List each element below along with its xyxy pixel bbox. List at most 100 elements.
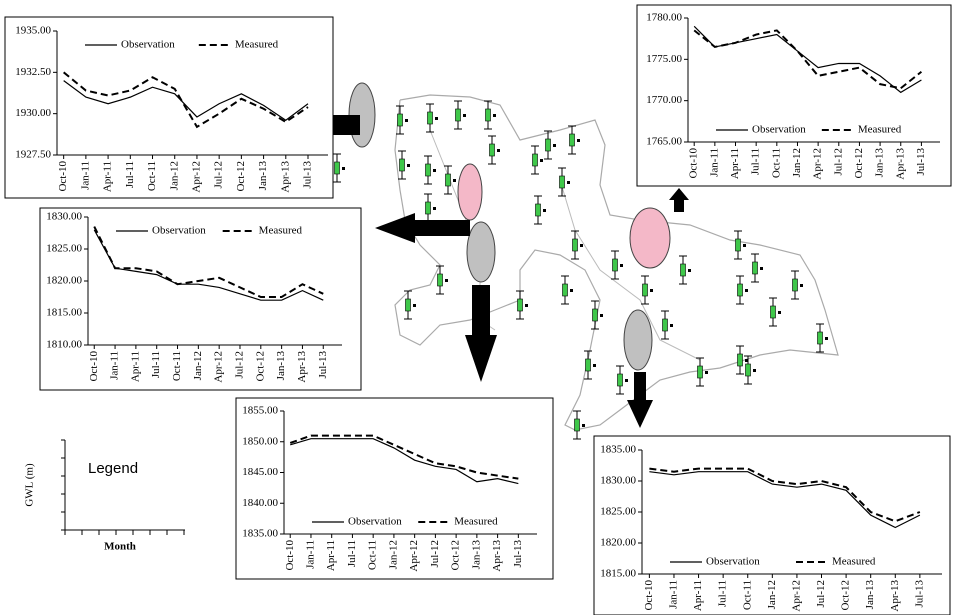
x-tick-label: Jul-12 [429,540,441,568]
obs-point [553,144,556,147]
x-tick-label: Oct-10 [57,161,69,192]
legend-label: Observation [752,124,806,136]
arrow [669,188,689,212]
x-tick-label: Apr-12 [190,161,202,193]
series-line [290,438,519,485]
series-line [649,471,921,529]
legend-label: Observation [348,516,402,528]
chart-frame [4,16,334,199]
obs-point [567,181,570,184]
sim-box [437,273,443,287]
x-tick-label: Jul-11 [150,351,162,378]
x-tick-label: Apr-11 [325,540,337,571]
sim-box [617,373,623,387]
y-tick-label: 1835.00 [600,444,636,456]
x-tick-label: Jan-11 [708,148,720,177]
x-tick-label: Jul-12 [815,580,827,608]
series-line [63,80,309,122]
x-tick-label: Jan-12 [791,148,803,177]
y-tick-label: 1775.00 [646,53,682,65]
sim-box [817,331,823,345]
obs-point [688,269,691,272]
map [298,82,839,440]
obs-point [778,311,781,314]
highlight [466,221,496,283]
y-tick-label: 1820.00 [600,537,636,549]
obs-point [435,117,438,120]
x-tick-label: Jan-13 [864,580,876,610]
legend-ylabel: GWL (m) [24,463,36,507]
y-tick-label: 1815.00 [46,307,82,319]
obs-point [800,284,803,287]
x-tick-label: Jul-12 [234,351,246,379]
sim-box [680,263,686,277]
sim-box [745,363,751,377]
series-line [649,467,921,523]
x-tick-label: Jan-13 [470,540,482,570]
x-tick-label: Oct-11 [367,540,379,570]
obs-point [577,139,580,142]
x-tick-label: Apr-11 [129,351,141,382]
sim-box [485,108,491,122]
obs-point [620,264,623,267]
obs-point [342,167,345,170]
sim-box [735,238,741,252]
x-tick-label: Apr-12 [812,148,824,180]
obs-point [407,164,410,167]
legend-label: Measured [259,225,303,237]
y-tick-label: 1927.50 [15,149,51,161]
x-tick-label: Jul-11 [717,580,729,607]
sim-box [455,108,461,122]
x-tick-label: Apr-11 [692,580,704,611]
arrow [375,213,470,243]
legend-title: Legend [88,460,138,477]
sim-box [559,175,565,189]
x-tick-label: Jul-13 [317,351,329,379]
x-tick-label: Apr-12 [408,540,420,572]
x-tick-label: Jan-13 [275,351,287,381]
legend-label: Measured [235,39,279,51]
series-line [289,434,519,480]
sim-box [642,283,648,297]
obs-point [543,209,546,212]
x-tick-label: Jul-11 [124,161,136,188]
chart-frame [39,207,362,391]
obs-point [525,304,528,307]
sim-box [334,161,340,175]
sim-box [427,111,433,125]
x-tick-label: Oct-11 [146,161,158,191]
x-tick-label: Jan-12 [766,580,778,609]
x-tick-label: Apr-13 [279,161,291,193]
series-line [93,229,324,301]
obs-point [570,289,573,292]
obs-point [433,207,436,210]
x-tick-label: Oct-12 [840,580,852,611]
sim-box [489,143,495,157]
sim-box [574,418,580,432]
sim-box [562,283,568,297]
x-tick-label: Apr-13 [296,351,308,383]
y-tick-label: 1810.00 [46,339,82,351]
x-tick-label: Apr-11 [102,161,114,192]
x-tick-label: Oct-12 [254,351,266,382]
y-tick-label: 1820.00 [46,275,82,287]
obs-point [493,114,496,117]
y-tick-label: 1935.00 [15,25,51,37]
y-tick-label: 1840.00 [242,497,278,509]
legend-xlabel: Month [104,541,136,553]
x-tick-label: Apr-11 [729,148,741,179]
series-line [93,226,324,298]
x-tick-label: Oct-10 [688,148,700,179]
obs-point [670,324,673,327]
x-tick-label: Oct-10 [88,351,100,382]
x-tick-label: Jul-12 [832,148,844,176]
x-tick-label: Apr-13 [491,540,503,572]
sim-box [405,298,411,312]
x-tick-label: Jul-12 [213,161,225,189]
x-tick-label: Jul-13 [302,161,314,189]
obs-point [705,371,708,374]
x-tick-label: Oct-12 [235,161,247,192]
x-tick-label: Jul-13 [913,580,925,608]
sim-box [662,318,668,332]
sim-box [425,201,431,215]
